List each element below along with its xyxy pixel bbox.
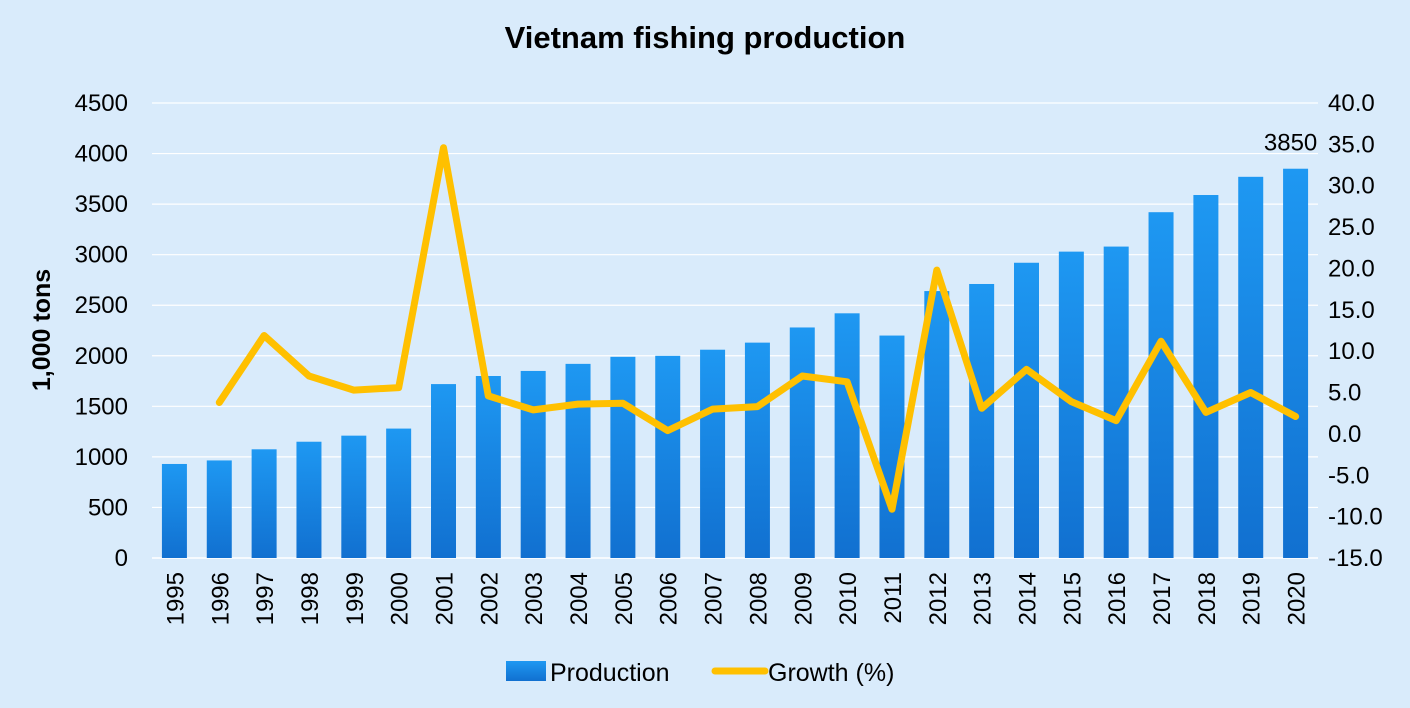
x-tick-label: 2003	[521, 572, 548, 625]
bar	[744, 342, 770, 558]
bar	[969, 283, 995, 558]
y2-tick-label: 25.0	[1328, 214, 1375, 241]
x-tick-label: 2016	[1104, 572, 1131, 625]
y-tick-label: 0	[115, 545, 128, 572]
x-tick-label: 2011	[880, 572, 907, 624]
bar	[475, 376, 501, 558]
grid	[152, 102, 1318, 559]
y-tick-label: 2500	[75, 292, 128, 319]
x-tick-label: 2019	[1239, 572, 1266, 625]
x-tick-label: 2007	[701, 572, 728, 625]
y2-tick-label: 30.0	[1328, 173, 1375, 200]
x-tick-label: 1997	[252, 572, 279, 625]
data-labels: 3850	[1264, 130, 1317, 157]
x-tick-label: 2002	[476, 572, 503, 625]
bar	[1283, 168, 1309, 558]
bar	[834, 313, 860, 558]
bar	[206, 460, 232, 558]
growth-line	[215, 144, 1300, 513]
bar	[610, 356, 636, 558]
x-tick-label: 1998	[297, 572, 324, 625]
y-tick-label: 1000	[75, 444, 128, 471]
x-tick-label: 2020	[1284, 572, 1311, 625]
y-tick-label: 4000	[75, 141, 128, 168]
y2-tick-label: 35.0	[1328, 131, 1375, 158]
chart-title: Vietnam fishing production	[505, 20, 906, 55]
x-tick-label: 1995	[162, 572, 189, 625]
legend-label-growth: Growth (%)	[768, 659, 894, 687]
y2-tick-label: -10.0	[1328, 504, 1383, 531]
y2-tick-label: 10.0	[1328, 338, 1375, 365]
bar	[789, 327, 815, 558]
bar-series	[161, 168, 1309, 559]
bar	[520, 370, 546, 558]
y2-tick-label: -15.0	[1328, 545, 1383, 572]
x-tick-label: 2010	[835, 572, 862, 625]
y2-tick-label: -5.0	[1328, 462, 1369, 489]
x-tick-label: 2005	[611, 572, 638, 625]
x-tick-label: 1999	[342, 572, 369, 625]
x-tick-label: 2014	[1015, 572, 1042, 625]
bar	[1193, 195, 1219, 558]
y-tick-label: 3000	[75, 242, 128, 269]
y2-tick-label: 0.0	[1328, 421, 1361, 448]
y2-tick-label: 20.0	[1328, 255, 1375, 282]
y-tick-label: 500	[88, 494, 128, 521]
x-tick-label: 2008	[745, 572, 772, 625]
bar	[1238, 176, 1264, 559]
x-tick-label: 2018	[1194, 572, 1221, 625]
bar	[700, 349, 726, 558]
y-tick-label: 4500	[75, 90, 128, 117]
line-series	[215, 144, 1300, 513]
x-tick-label: 2009	[790, 572, 817, 625]
x-axis-ticks: 1995 1996 1997 1998 1999 2000 2001 2002 2003 2004…	[162, 572, 1310, 625]
bar	[565, 363, 591, 558]
y2-tick-label: 40.0	[1328, 90, 1375, 117]
legend: Production Growth (%)	[506, 659, 894, 687]
y2-tick-label: 15.0	[1328, 297, 1375, 324]
x-tick-label: 2001	[432, 572, 459, 625]
bar	[161, 463, 187, 558]
x-tick-label: 2017	[1149, 572, 1176, 625]
x-tick-label: 2013	[970, 572, 997, 625]
legend-swatch-production	[506, 661, 546, 681]
x-tick-label: 2000	[387, 572, 414, 625]
right-axis-ticks: -15.0 -10.0 -5.0 0.0 5.0 10.0 15.0 20.0 25.0 30.0…	[1328, 90, 1383, 572]
bar	[924, 291, 950, 558]
x-tick-label: 2015	[1059, 572, 1086, 625]
bar	[655, 355, 681, 558]
y-tick-label: 3500	[75, 191, 128, 218]
x-tick-label: 2006	[656, 572, 683, 625]
bar	[341, 435, 367, 558]
bar	[296, 441, 322, 558]
y-tick-label: 1500	[75, 393, 128, 420]
y-tick-label: 2000	[75, 343, 128, 370]
y2-tick-label: 5.0	[1328, 380, 1361, 407]
x-tick-label: 2004	[566, 572, 593, 625]
y-axis-label: 1,000 tons	[28, 269, 56, 391]
left-axis-ticks: 0 500 1000 1500 2000 2500 3000 3500 4000 4500	[75, 90, 128, 572]
bar	[251, 449, 277, 558]
x-tick-label: 1996	[207, 572, 234, 625]
legend-label-production: Production	[550, 659, 670, 687]
bar	[1148, 212, 1174, 558]
bar	[431, 384, 456, 558]
bar	[1014, 262, 1039, 558]
data-label: 3850	[1264, 130, 1317, 157]
x-tick-label: 2012	[925, 572, 952, 625]
bar	[386, 428, 412, 558]
